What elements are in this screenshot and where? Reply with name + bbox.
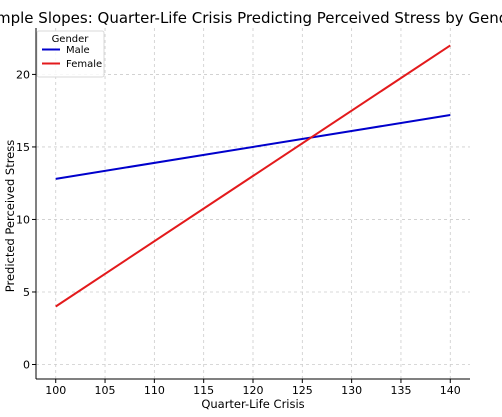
x-axis-ticks: 100 105 110 115 120 125 130 135 140 [45,379,461,397]
x-tick-label: 100 [45,384,66,397]
series-line-female [55,44,451,308]
x-tick-label: 105 [95,384,116,397]
series-lines [55,44,451,308]
y-tick-label: 0 [23,358,30,371]
legend: Gender Male Female [36,30,105,78]
x-axis-label: Quarter-Life Crisis [201,397,304,411]
x-tick-label: 140 [440,384,461,397]
y-axis-ticks: 0 5 10 15 20 [16,68,36,371]
x-tick-label: 130 [341,384,362,397]
y-tick-label: 20 [16,68,30,81]
series-line-male [55,114,451,180]
y-tick-label: 5 [23,286,30,299]
chart-title: Simple Slopes: Quarter-Life Crisis Predi… [0,9,502,27]
grid [36,28,470,379]
x-tick-label: 120 [243,384,264,397]
x-tick-label: 125 [292,384,313,397]
legend-box [36,30,105,78]
x-tick-label: 110 [144,384,165,397]
y-axis-label: Predicted Perceived Stress [3,140,17,293]
y-tick-label: 15 [16,141,30,154]
legend-title: Gender [52,34,90,45]
legend-label-female: Female [66,59,102,70]
legend-items: Male Female [42,45,102,70]
x-tick-label: 115 [193,384,214,397]
y-tick-label: 10 [16,213,30,226]
legend-label-male: Male [66,45,90,56]
x-tick-label: 135 [390,384,411,397]
